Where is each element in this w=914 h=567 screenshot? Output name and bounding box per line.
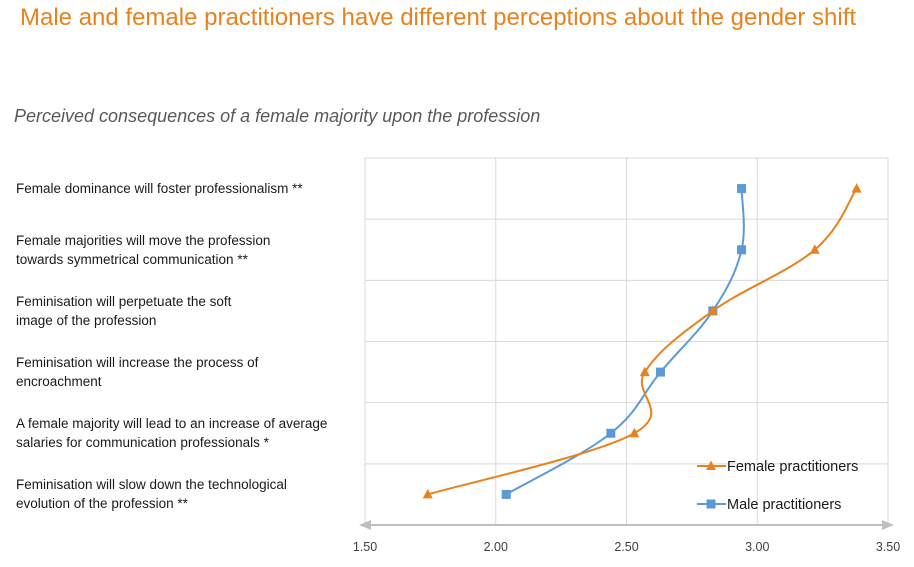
x-tick-label: 2.50 <box>614 540 638 554</box>
category-label: Feminisation will slow down the technolo… <box>16 475 366 513</box>
data-point <box>606 428 616 438</box>
category-label-line: towards symmetrical communication ** <box>16 251 248 267</box>
series-female <box>422 183 862 499</box>
legend-marker <box>706 499 716 509</box>
data-point <box>422 488 433 499</box>
data-point <box>655 367 665 377</box>
legend: Female practitioners Male practitioners <box>697 459 858 513</box>
data-point <box>851 183 862 193</box>
legend-marker <box>706 460 716 470</box>
data-point <box>501 489 511 499</box>
legend-label: Male practitioners <box>727 497 841 513</box>
category-label-line: Female majorities will move the professi… <box>16 232 271 248</box>
chart-subtitle: Perceived consequences of a female major… <box>14 106 541 126</box>
legend-label: Female practitioners <box>727 459 858 475</box>
category-label-line: Feminisation will slow down the technolo… <box>16 477 287 493</box>
x-tick-label: 1.50 <box>353 540 377 554</box>
category-label: Female majorities will move the professi… <box>16 231 366 269</box>
x-tick-label: 2.00 <box>484 540 508 554</box>
x-axis-arrow-left <box>359 520 371 530</box>
category-label-line: Feminisation will perpetuate the soft <box>16 293 232 309</box>
data-point <box>737 245 747 255</box>
chart-title: Male and female practitioners have diffe… <box>20 4 857 31</box>
category-label: Feminisation will increase the process o… <box>16 353 366 391</box>
data-point <box>707 305 718 315</box>
legend-item: Male practitioners <box>697 497 841 513</box>
series <box>422 183 862 499</box>
x-axis-arrow-right <box>882 520 894 530</box>
category-label: A female majority will lead to an increa… <box>16 414 366 452</box>
category-label: Female dominance will foster professiona… <box>16 179 366 198</box>
data-point <box>639 366 650 377</box>
category-label-line: Feminisation will increase the process o… <box>16 355 259 371</box>
category-label-line: salaries for communication professionals… <box>16 435 269 451</box>
x-axis: 1.50 2.00 2.50 3.00 3.50 <box>353 520 900 554</box>
data-point <box>809 244 820 254</box>
data-point <box>737 184 747 194</box>
x-tick-label: 3.50 <box>876 540 900 554</box>
category-label-line: image of the profession <box>16 312 157 328</box>
category-label-line: evolution of the profession ** <box>16 496 188 512</box>
category-label-line: Female dominance will foster professiona… <box>16 181 303 197</box>
category-label: Feminisation will perpetuate the soft ima… <box>16 292 366 330</box>
legend-item: Female practitioners <box>697 459 858 475</box>
x-tick-label: 3.00 <box>745 540 769 554</box>
category-label-line: encroachment <box>16 374 102 390</box>
category-label-line: A female majority will lead to an increa… <box>16 416 328 432</box>
data-point <box>629 427 640 438</box>
